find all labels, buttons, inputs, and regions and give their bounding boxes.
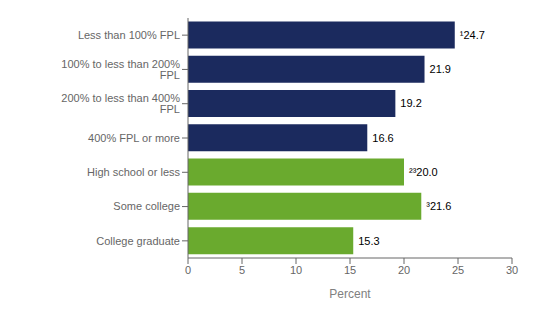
svg-text:Percent: Percent (329, 287, 371, 301)
svg-text:15.3: 15.3 (358, 235, 379, 247)
svg-text:15: 15 (344, 264, 356, 276)
svg-text:High school or less: High school or less (87, 166, 180, 178)
svg-text:¹24.7: ¹24.7 (460, 29, 485, 41)
svg-text:College graduate: College graduate (96, 235, 180, 247)
svg-text:5: 5 (239, 264, 245, 276)
svg-text:16.6: 16.6 (372, 132, 393, 144)
svg-text:³21.6: ³21.6 (426, 200, 451, 212)
svg-text:200% to less than 400%FPL: 200% to less than 400%FPL (61, 92, 180, 115)
svg-text:²³20.0: ²³20.0 (409, 166, 438, 178)
svg-text:25: 25 (452, 264, 464, 276)
svg-text:30: 30 (506, 264, 518, 276)
svg-text:100% to less than 200%FPL: 100% to less than 200%FPL (61, 58, 180, 81)
svg-text:20: 20 (398, 264, 410, 276)
svg-text:Some college: Some college (113, 200, 180, 212)
svg-text:10: 10 (290, 264, 302, 276)
svg-text:0: 0 (185, 264, 191, 276)
svg-text:19.2: 19.2 (400, 97, 421, 109)
svg-text:Less than 100% FPL: Less than 100% FPL (78, 29, 180, 41)
svg-text:21.9: 21.9 (430, 63, 451, 75)
svg-text:400% FPL or more: 400% FPL or more (88, 132, 180, 144)
